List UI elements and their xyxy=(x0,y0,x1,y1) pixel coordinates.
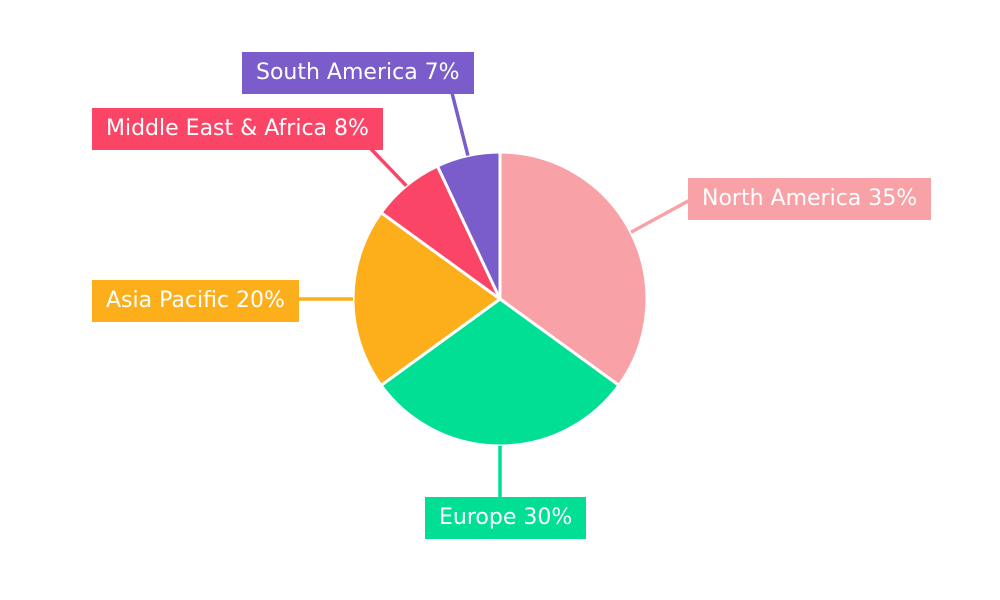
leader-line-south-america xyxy=(450,92,470,156)
leader-line-north-america xyxy=(630,198,691,234)
callout-label-south-america: South America 7% xyxy=(242,52,474,94)
leader-line-middle-east-africa xyxy=(369,147,408,187)
callout-text-middle-east-africa: Middle East & Africa 8% xyxy=(106,116,369,141)
pie-slice-south-america[interactable] xyxy=(435,150,502,301)
callout-label-middle-east-africa: Middle East & Africa 8% xyxy=(92,108,383,150)
callout-text-europe: Europe 30% xyxy=(439,505,573,530)
callout-text-north-america: North America 35% xyxy=(702,186,918,211)
callout-text-asia-pacific: Asia Pacific 20% xyxy=(106,288,285,313)
pie-slice-asia-pacific[interactable] xyxy=(351,211,502,387)
pie-slice-north-america[interactable] xyxy=(498,150,649,387)
callout-label-north-america: North America 35% xyxy=(688,178,932,220)
callout-text-south-america: South America 7% xyxy=(256,60,460,85)
callout-label-asia-pacific: Asia Pacific 20% xyxy=(92,280,299,322)
callout-label-europe: Europe 30% xyxy=(425,497,587,539)
